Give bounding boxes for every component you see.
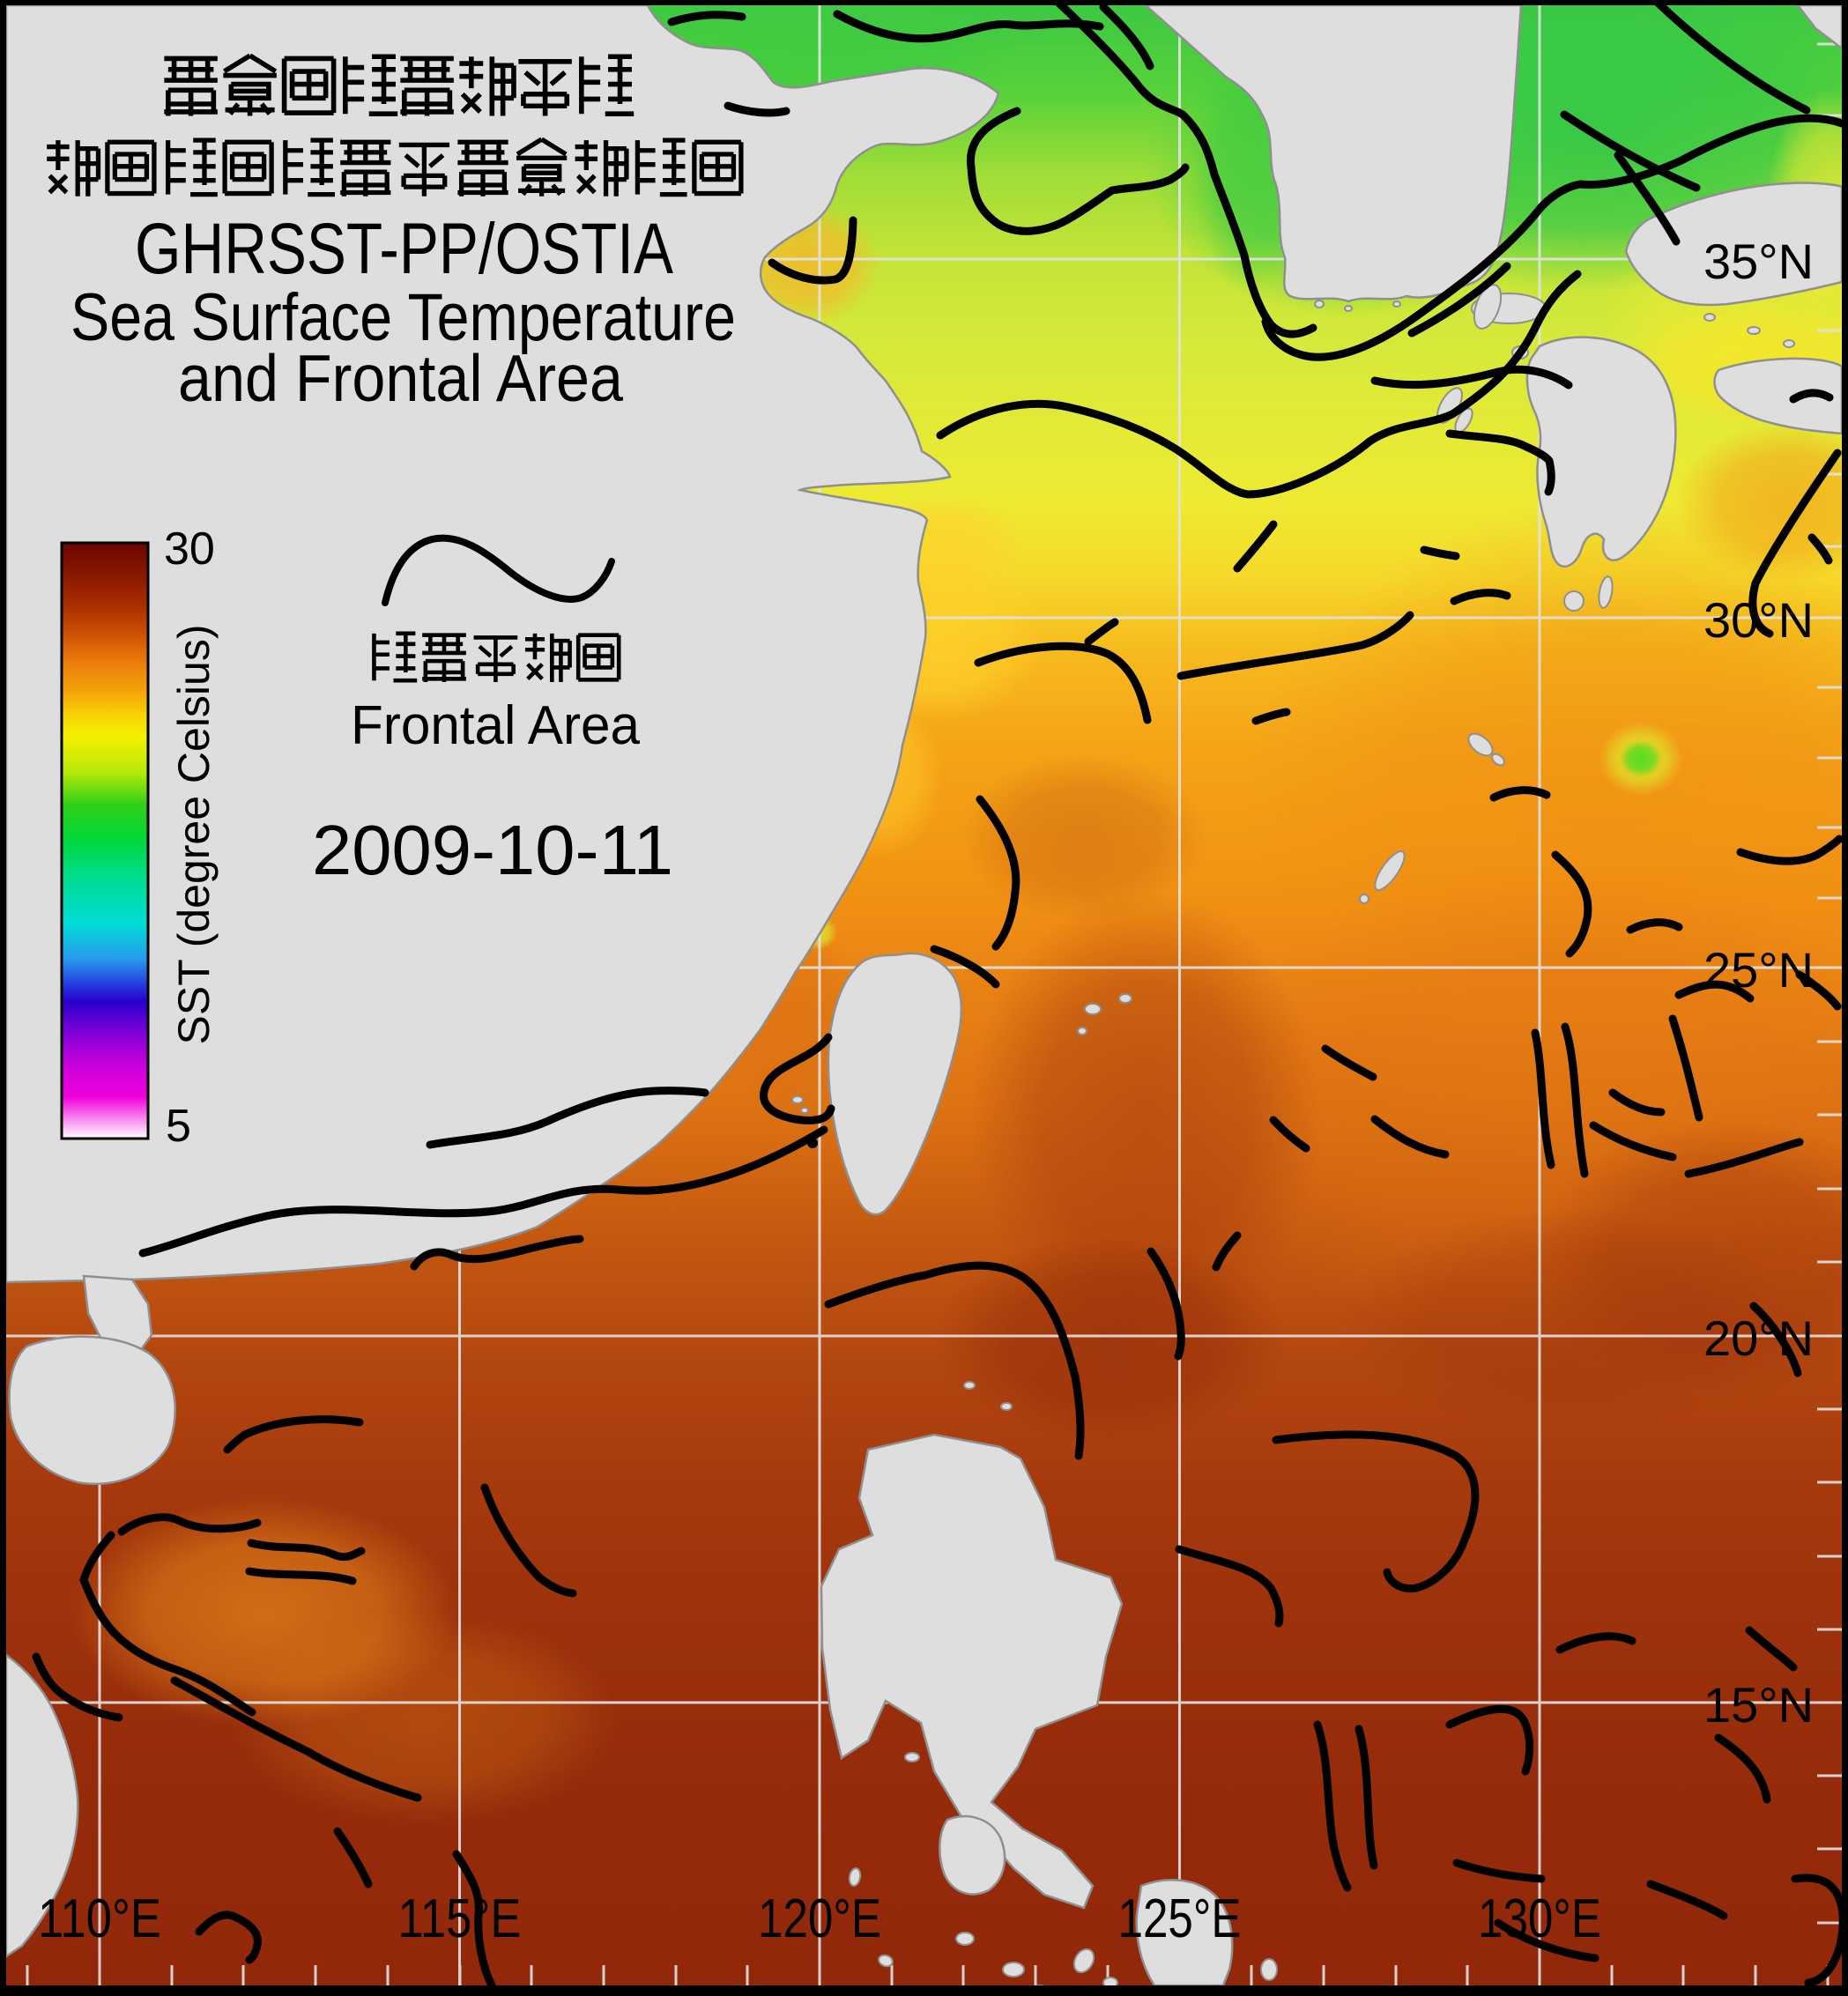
svg-text:30: 30	[164, 523, 215, 575]
svg-text:25°N: 25°N	[1703, 942, 1814, 998]
svg-text:20°N: 20°N	[1703, 1310, 1814, 1366]
svg-text:Frontal Area: Frontal Area	[351, 695, 640, 756]
svg-text:Sea Surface Temperature: Sea Surface Temperature	[71, 280, 736, 355]
svg-text:SST (degree Celsius): SST (degree Celsius)	[169, 625, 219, 1045]
svg-text:115°E: 115°E	[398, 1888, 522, 1949]
svg-text:110°E: 110°E	[38, 1888, 161, 1949]
svg-text:35°N: 35°N	[1703, 234, 1814, 289]
svg-text:2009-10-11: 2009-10-11	[312, 811, 673, 889]
svg-text:120°E: 120°E	[758, 1888, 881, 1949]
svg-text:and Frontal Area: and Frontal Area	[178, 341, 623, 415]
svg-text:5: 5	[166, 1101, 191, 1152]
svg-text:125°E: 125°E	[1118, 1888, 1242, 1949]
svg-text:30°N: 30°N	[1703, 592, 1814, 648]
svg-text:130°E: 130°E	[1478, 1888, 1601, 1949]
svg-text:15°N: 15°N	[1703, 1677, 1814, 1733]
svg-text:GHRSST-PP/OSTIA: GHRSST-PP/OSTIA	[135, 209, 673, 289]
